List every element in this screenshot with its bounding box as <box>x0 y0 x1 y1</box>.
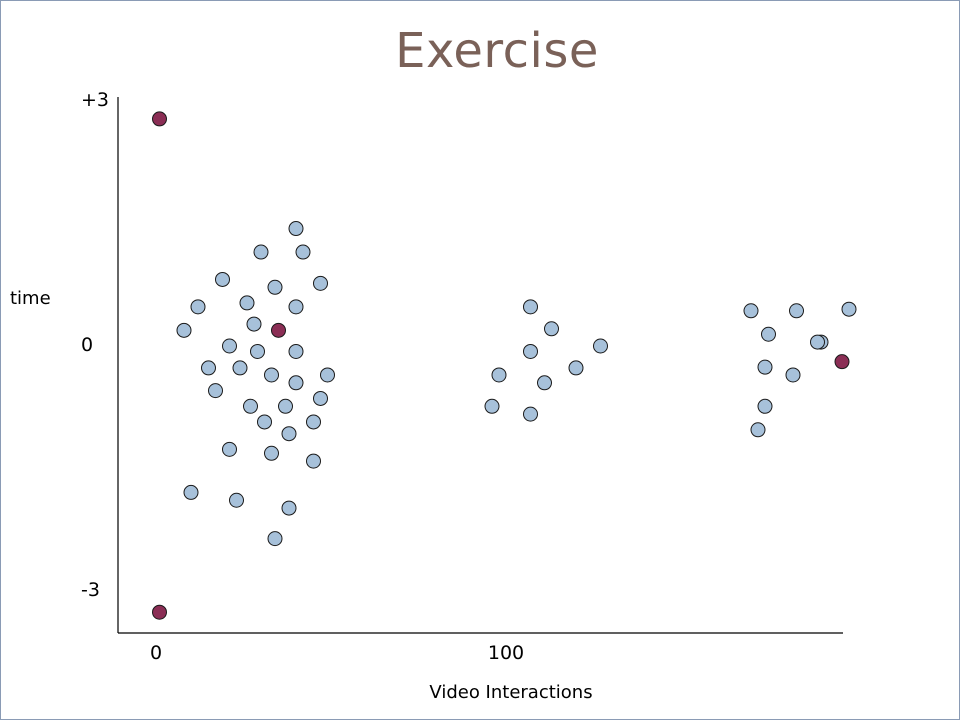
y-tick-label-2: -3 <box>81 579 100 601</box>
data-point-9 <box>176 322 192 338</box>
data-point-30 <box>229 492 244 508</box>
data-point-14 <box>201 360 216 376</box>
data-point-48 <box>757 359 773 375</box>
data-point-45 <box>761 326 776 342</box>
data-point-50 <box>757 398 773 414</box>
data-point-0 <box>288 221 304 237</box>
data-point-31 <box>281 500 297 516</box>
data-point-43 <box>789 303 804 319</box>
data-point-7 <box>239 295 255 311</box>
data-point-4 <box>267 279 283 295</box>
data-point-47 <box>810 334 825 350</box>
data-point-27 <box>264 445 279 461</box>
data-point-38 <box>568 360 584 376</box>
data-point-33 <box>523 299 538 315</box>
data-point-39 <box>537 375 552 391</box>
data-point-8 <box>288 299 304 315</box>
data-point-16 <box>264 367 279 383</box>
data-point-34 <box>544 321 559 337</box>
data-point-13 <box>288 343 304 359</box>
data-point-26 <box>222 441 237 457</box>
x-tick-label-1: 100 <box>487 642 525 664</box>
data-point-3 <box>215 271 230 287</box>
data-point-44 <box>841 301 857 317</box>
y-axis-label: time <box>10 288 51 309</box>
x-axis-label: Video Interactions <box>429 682 593 703</box>
highlight-point-1 <box>152 604 167 620</box>
data-point-5 <box>313 275 328 291</box>
highlight-point-0 <box>152 111 167 127</box>
slide-title: Exercise <box>395 23 599 79</box>
data-point-19 <box>208 383 223 399</box>
data-point-10 <box>246 316 262 332</box>
y-tick-label-1: 0 <box>81 334 94 356</box>
data-point-37 <box>491 367 507 383</box>
data-point-12 <box>250 343 265 359</box>
points-layer <box>152 111 857 620</box>
data-point-40 <box>484 398 500 414</box>
data-point-24 <box>281 426 297 442</box>
data-point-17 <box>288 375 304 391</box>
data-point-6 <box>190 299 206 315</box>
data-point-1 <box>253 244 269 260</box>
x-tick-label-0: 0 <box>149 642 163 664</box>
data-point-36 <box>593 338 608 354</box>
data-point-23 <box>257 414 272 430</box>
data-point-11 <box>222 338 237 354</box>
data-point-21 <box>278 398 293 414</box>
data-point-35 <box>523 343 538 359</box>
data-point-29 <box>183 484 199 500</box>
data-point-28 <box>306 453 321 469</box>
data-point-2 <box>295 244 311 260</box>
highlight-point-2 <box>271 322 286 338</box>
data-point-42 <box>743 303 759 319</box>
data-point-51 <box>750 422 766 438</box>
data-point-20 <box>243 398 258 414</box>
data-point-18 <box>320 367 335 383</box>
y-tick-label-0: +3 <box>81 89 110 111</box>
data-point-25 <box>306 414 321 430</box>
data-point-49 <box>785 367 801 383</box>
data-point-32 <box>267 531 283 547</box>
data-point-22 <box>313 390 328 406</box>
highlight-point-3 <box>834 354 850 370</box>
data-point-41 <box>523 406 538 422</box>
data-point-15 <box>232 360 248 376</box>
